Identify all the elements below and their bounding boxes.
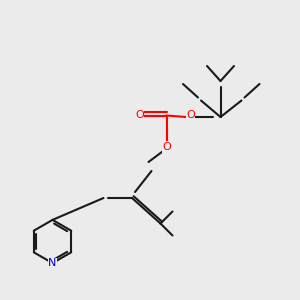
Text: O: O	[162, 142, 171, 152]
Text: O: O	[186, 110, 195, 121]
Text: O: O	[135, 110, 144, 121]
Text: N: N	[48, 258, 57, 268]
